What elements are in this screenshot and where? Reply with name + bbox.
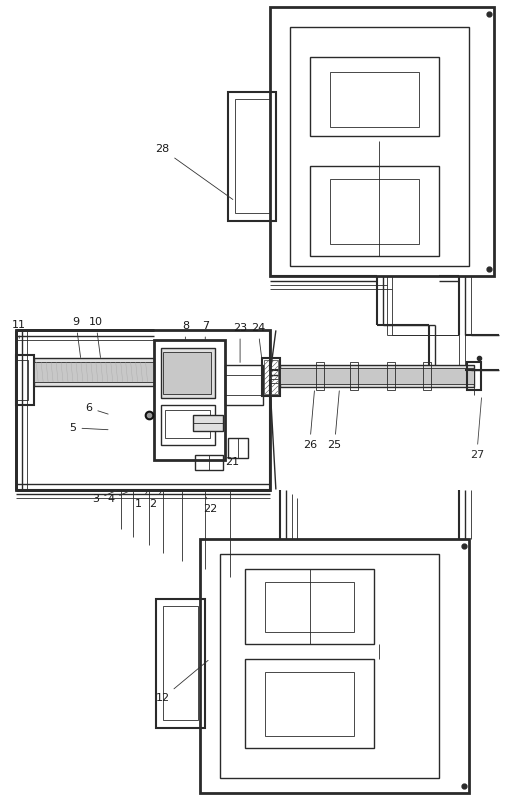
Text: 24: 24 [251, 323, 265, 358]
Text: 21: 21 [225, 456, 239, 467]
Text: 7: 7 [202, 322, 209, 339]
Bar [165, 410, 210, 438]
Text: 5: 5 [70, 423, 108, 433]
Text: 11: 11 [12, 321, 26, 338]
Bar [16, 360, 28, 400]
Bar [228, 438, 248, 458]
Bar [160, 405, 215, 445]
Bar [423, 363, 431, 390]
Bar [163, 352, 211, 394]
Bar [34, 358, 154, 386]
Bar [228, 91, 276, 221]
Bar [262, 358, 280, 396]
Bar [265, 671, 354, 736]
Bar [467, 363, 481, 390]
Bar [245, 569, 374, 644]
Bar [195, 455, 223, 470]
Bar [154, 340, 225, 460]
Bar [290, 27, 469, 265]
Text: 22: 22 [203, 497, 217, 514]
Bar [264, 360, 278, 394]
Bar [193, 415, 223, 431]
Bar [160, 348, 215, 398]
Text: 1: 1 [135, 492, 147, 509]
Text: 12: 12 [155, 660, 208, 703]
Bar [309, 57, 439, 136]
Text: 2: 2 [149, 492, 161, 509]
Bar [330, 72, 419, 127]
Bar [351, 363, 358, 390]
Bar [235, 99, 270, 213]
Bar [245, 658, 374, 748]
Text: 23: 23 [233, 323, 247, 363]
Bar [316, 363, 324, 390]
Bar [280, 368, 474, 384]
Text: 4: 4 [107, 491, 130, 504]
Text: 10: 10 [89, 318, 103, 358]
Bar [156, 599, 205, 728]
Bar [16, 330, 270, 489]
Bar [387, 363, 395, 390]
Bar [220, 554, 439, 778]
Text: 28: 28 [155, 144, 233, 200]
Bar [225, 365, 263, 405]
Bar [309, 166, 439, 256]
Text: 26: 26 [303, 391, 317, 450]
Bar [330, 179, 419, 244]
Text: 3: 3 [92, 491, 116, 504]
Bar [201, 539, 469, 793]
Bar [280, 365, 474, 387]
Text: 27: 27 [470, 398, 484, 460]
Bar [16, 355, 34, 405]
Bar [162, 606, 199, 720]
Text: 8: 8 [182, 322, 189, 339]
Bar [34, 363, 154, 382]
Text: 25: 25 [327, 391, 342, 450]
Text: 9: 9 [72, 318, 80, 358]
Bar [270, 7, 494, 276]
Bar [265, 582, 354, 632]
Text: 6: 6 [86, 403, 108, 414]
